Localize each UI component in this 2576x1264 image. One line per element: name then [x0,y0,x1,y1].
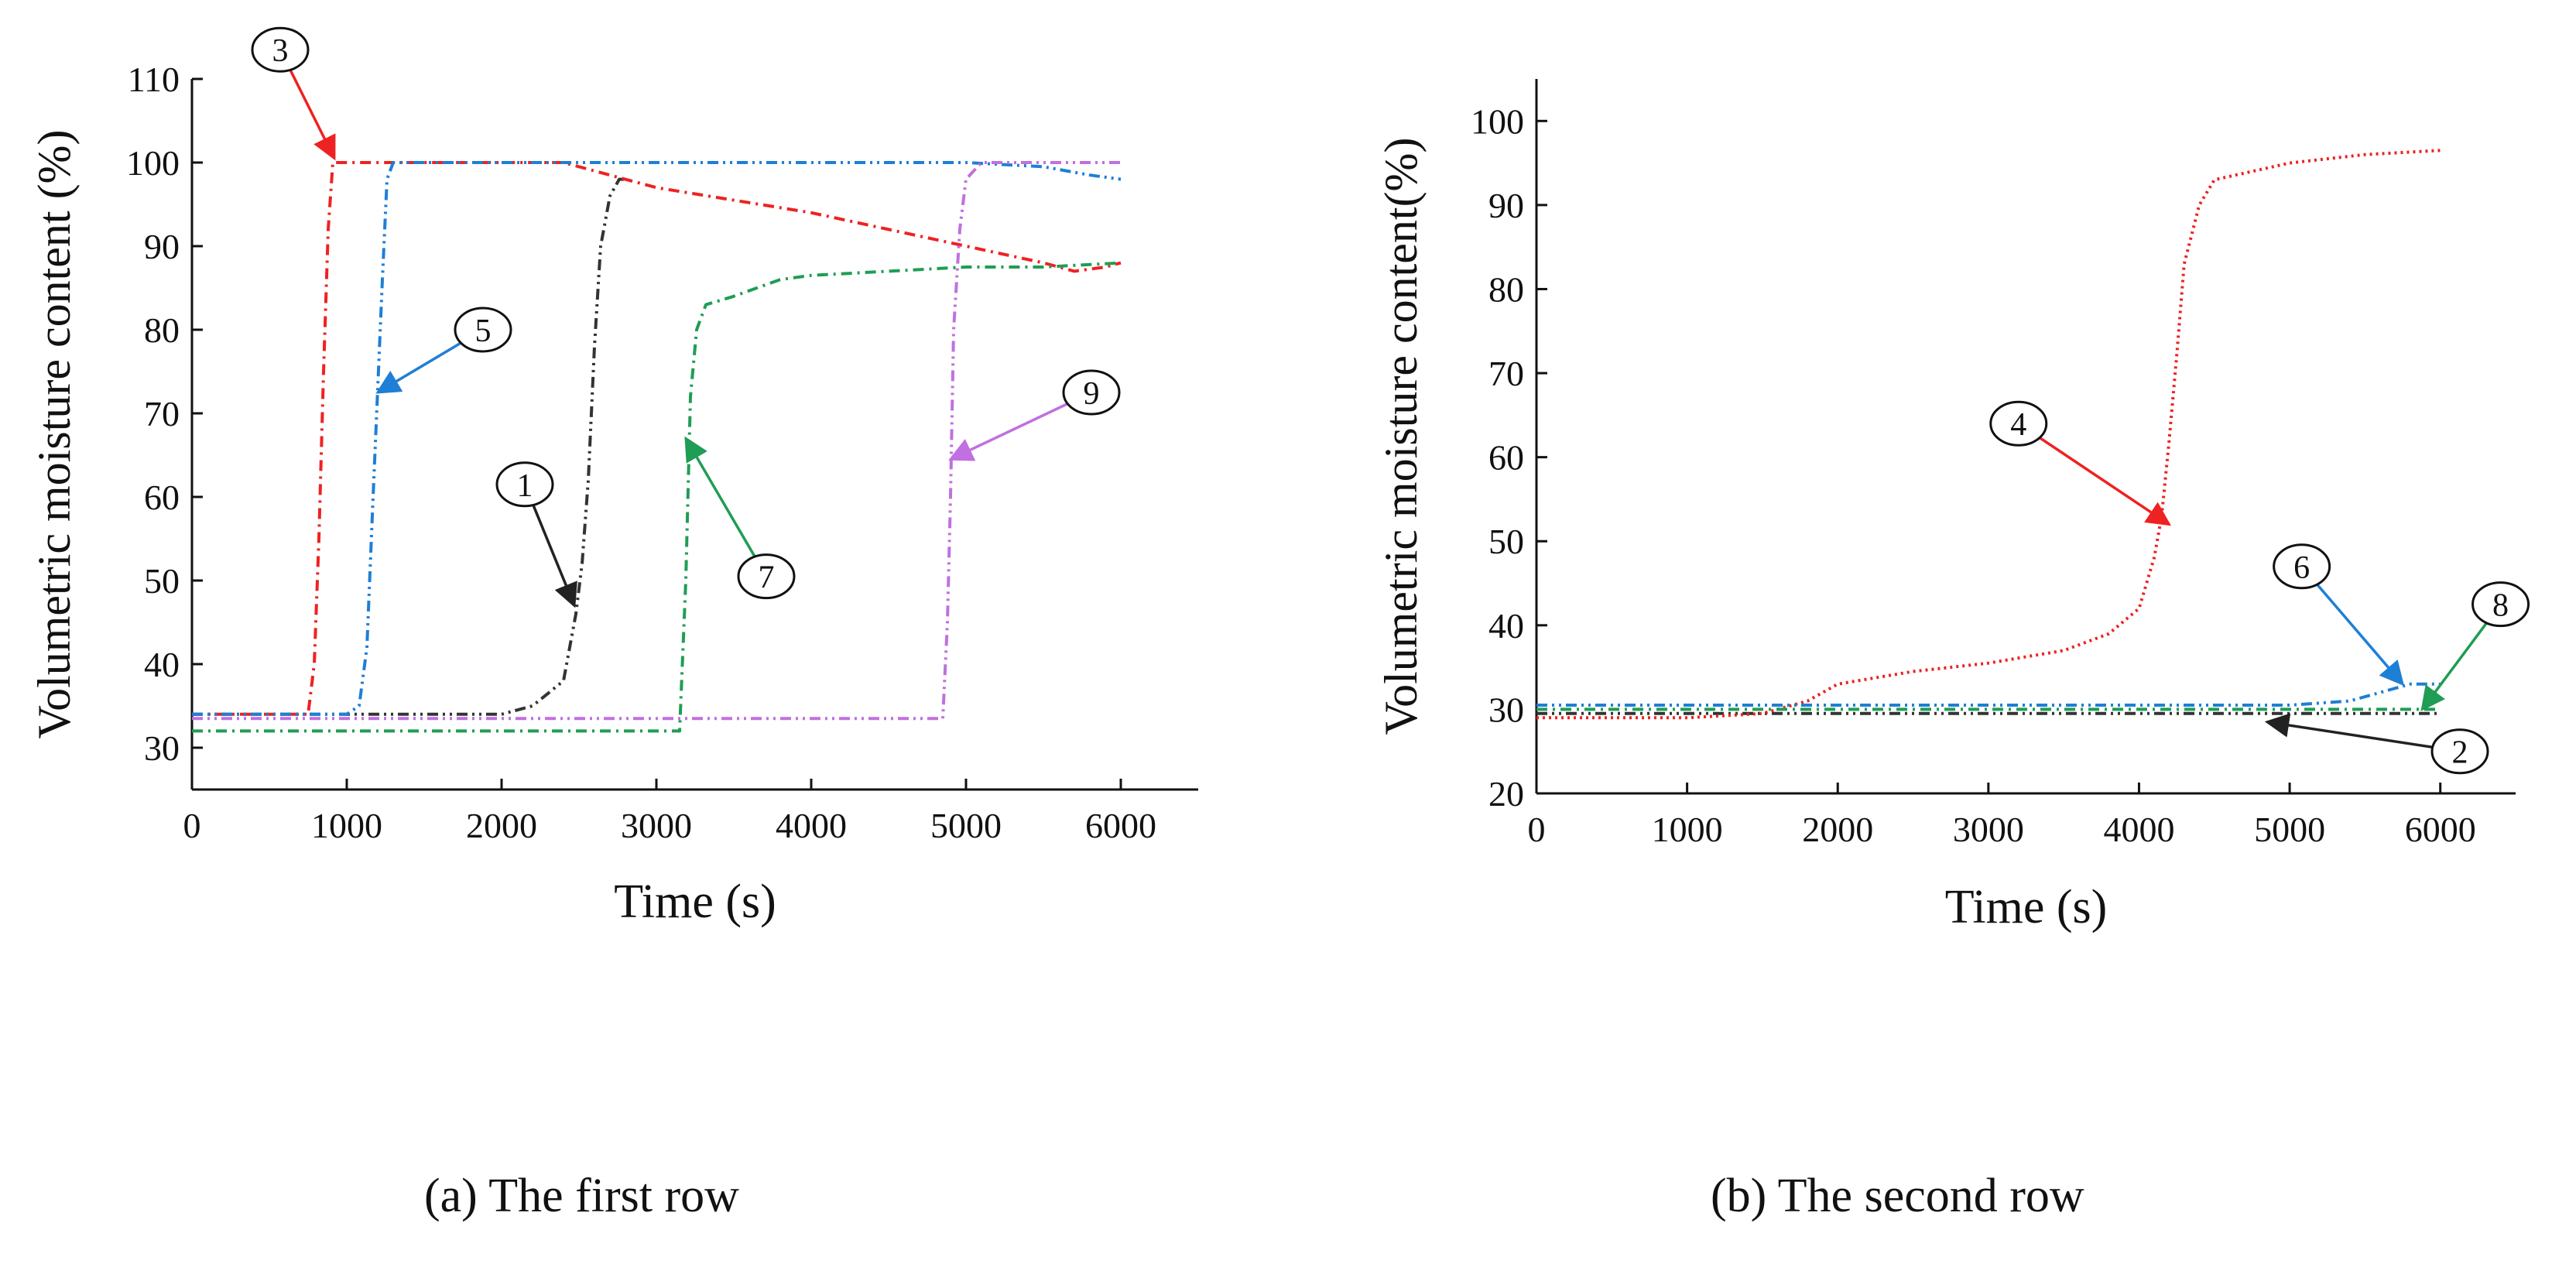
y-tick-label: 70 [144,394,180,433]
x-tick-label: 5000 [930,806,1002,845]
annotation-arrow-1 [532,505,577,608]
x-axis-label: Time (s) [614,875,776,928]
y-tick-label: 30 [1488,690,1524,729]
series-line-3 [192,161,1122,716]
y-tick-label: 60 [144,478,180,517]
y-tick-label: 80 [144,310,180,350]
y-tick-label: 110 [128,60,180,99]
annotation-label-4: 4 [2010,407,2026,443]
annotation-circle-1 [495,461,554,508]
annotation-arrow-6 [2315,583,2405,687]
series-line-7 [192,261,1122,733]
annotation-circle-3 [251,26,310,73]
annotation-label-9: 9 [1084,376,1100,412]
y-tick-label: 40 [144,645,180,684]
annotation-arrow-5 [375,340,464,394]
y-tick-label: 100 [126,143,180,183]
x-tick-label: 0 [1528,810,1546,849]
x-tick-label: 1000 [1652,810,1723,849]
annotation-label-6: 6 [2293,550,2310,586]
chart-first-row: 0 1000 2000 3000 4000 5000 6000 30 40 50 60 70 80 90 1… [29,26,1198,928]
annotation-circle-2 [2430,728,2489,775]
x-tick-label: 4000 [776,806,847,845]
x-tick-label: 6000 [1085,806,1156,845]
y-tick-label: 50 [1488,522,1524,561]
x-tick-label: 0 [183,806,201,845]
y-tick-label: 30 [144,728,180,768]
x-tick-label: 4000 [2103,810,2174,849]
y-tick-label: 50 [144,561,180,601]
annotation-label-8: 8 [2492,588,2509,624]
series-line-6 [1536,682,2441,707]
annotation-arrow-9 [948,401,1071,461]
annotation-label-1: 1 [517,468,533,504]
annotation-circle-7 [737,553,796,600]
series-line-9 [192,161,1121,721]
x-tick-label: 2000 [466,806,537,845]
y-tick-label: 20 [1488,774,1524,814]
annotation-circle-4 [1989,400,2048,447]
y-tick-label: 100 [1471,101,1524,141]
annotation-arrow-8 [2420,622,2489,711]
caption-first-row: (a) The first row [424,1170,739,1222]
x-tick-label: 1000 [311,806,382,845]
series-line-5 [192,161,1122,716]
annotation-arrow-4 [2036,435,2172,526]
annotation-arrow-3 [289,70,336,161]
y-tick-label: 80 [1488,269,1524,309]
chart-second-row: 0 1000 2000 3000 4000 5000 6000 20 30 40 50 60 70 80 9… [1375,79,2530,933]
x-tick-label: 3000 [621,806,692,845]
y-tick-label: 40 [1488,606,1524,646]
x-tick-label: 6000 [2405,810,2476,849]
annotation-circle-5 [454,307,512,353]
x-tick-label: 3000 [1953,810,2024,849]
y-tick-label: 90 [144,227,180,266]
annotation-label-5: 5 [475,313,492,349]
series-line-1 [192,177,625,716]
annotation-circle-6 [2273,543,2331,590]
annotation-circle-9 [1062,369,1121,416]
x-tick-label: 2000 [1802,810,1873,849]
annotation-circle-8 [2472,581,2530,628]
y-tick-label: 70 [1488,354,1524,393]
y-tick-label: 60 [1488,438,1524,478]
x-tick-label: 5000 [2254,810,2325,849]
annotation-arrow-7 [684,436,756,557]
annotation-label-3: 3 [272,33,289,69]
series-line-4 [1536,149,2441,720]
y-axis-label: Volumetric moisture content (%) [29,129,80,738]
y-tick-label: 90 [1488,186,1524,225]
y-axis-label: Volumetric moisture content(%) [1375,137,1427,735]
annotation-label-7: 7 [759,560,775,596]
annotation-arrow-2 [2264,713,2437,749]
caption-second-row: (b) The second row [1711,1170,2084,1222]
x-axis-label: Time (s) [1945,881,2108,933]
annotation-label-2: 2 [2451,735,2468,771]
